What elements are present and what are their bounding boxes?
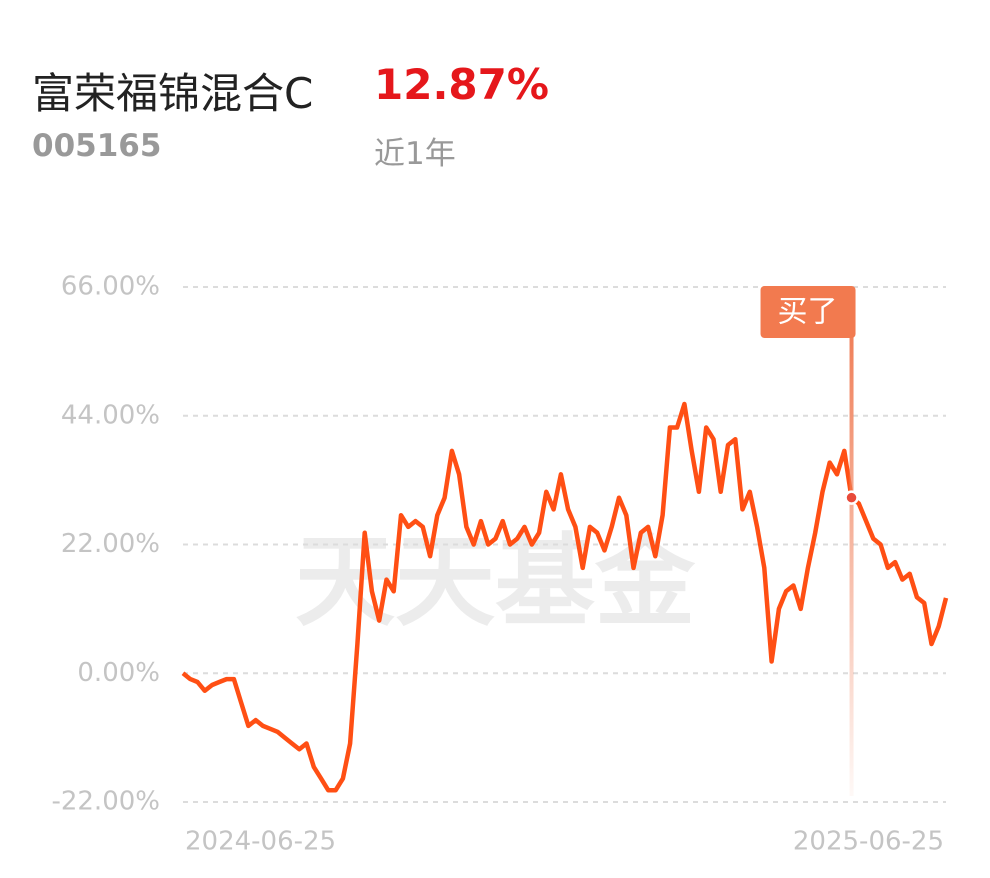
y-tick-label: 66.00% bbox=[61, 272, 160, 302]
fund-code: 005165 bbox=[32, 128, 162, 164]
annotation-box bbox=[760, 286, 856, 338]
series-line bbox=[181, 401, 949, 793]
buy-point bbox=[844, 490, 859, 505]
period: 近1年 bbox=[374, 136, 456, 172]
annotation-label: 买了 bbox=[778, 295, 838, 330]
return: 12.87% bbox=[374, 60, 549, 109]
y-tick-label: -22.00% bbox=[51, 787, 160, 817]
y-tick-label: 22.00% bbox=[61, 529, 160, 559]
y-tick-label: 0.00% bbox=[77, 658, 160, 688]
x-tick-label: 2025-06-25 bbox=[793, 827, 944, 857]
fund-name: 富荣福锦混合C bbox=[32, 69, 314, 118]
annotation-line bbox=[849, 336, 854, 796]
x-tick-label: 2024-06-25 bbox=[185, 827, 336, 857]
y-tick-label: 44.00% bbox=[61, 400, 160, 430]
